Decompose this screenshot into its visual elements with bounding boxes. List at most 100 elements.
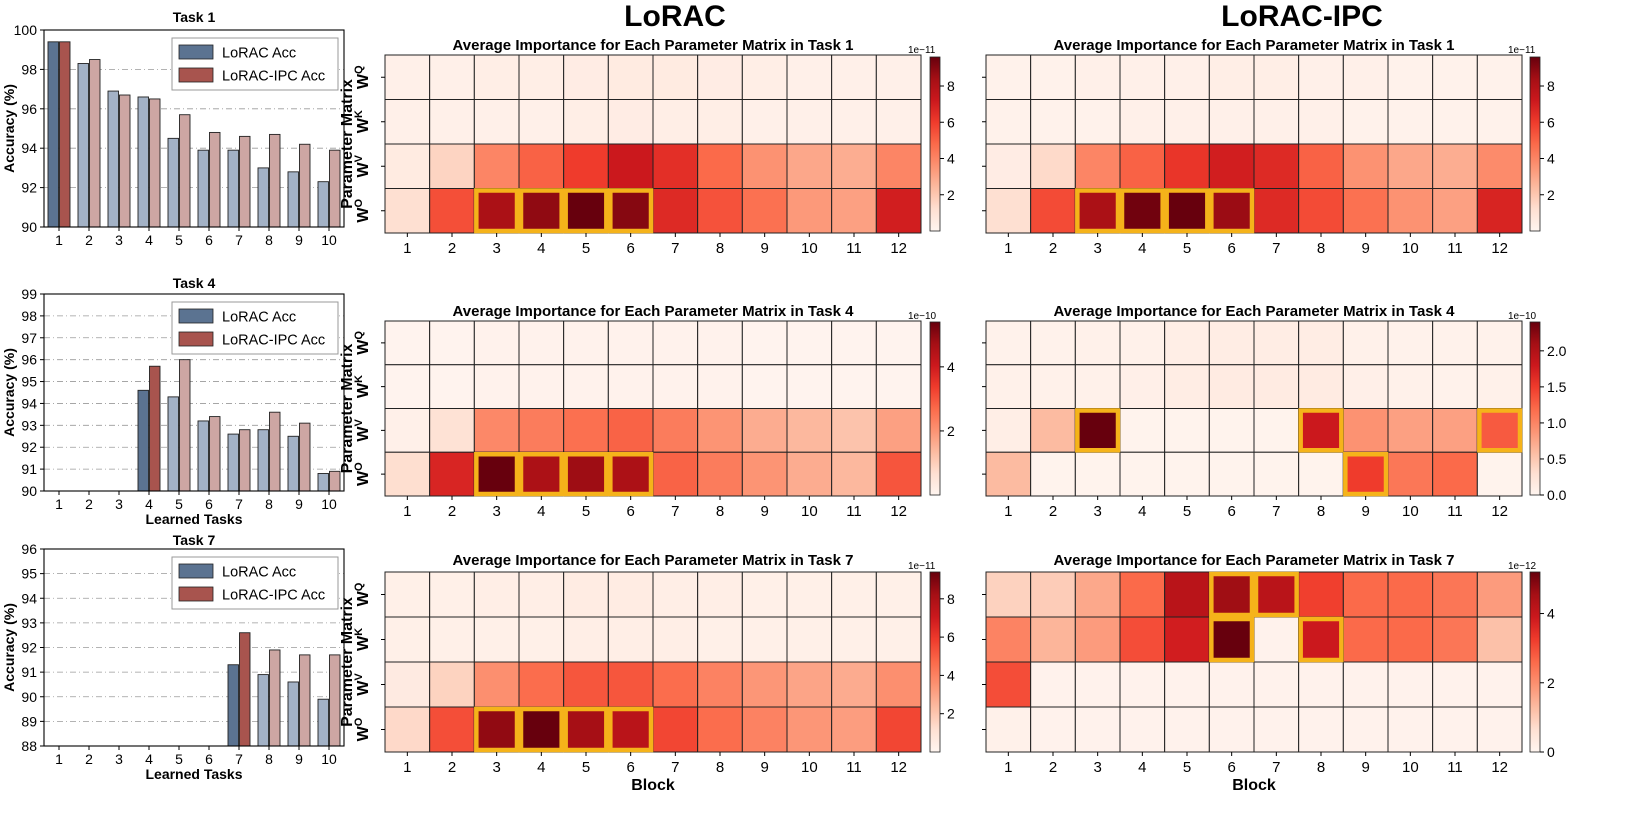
x-tick-label: 5 xyxy=(582,240,590,257)
colorbar xyxy=(929,571,941,753)
heatmap-cell xyxy=(1432,364,1478,409)
colorbar-tick-label: 6 xyxy=(947,629,955,645)
heatmap-cell xyxy=(1164,408,1210,453)
x-tick-label: 4 xyxy=(1138,759,1146,776)
bar-lorac-ipc-task-8 xyxy=(269,411,281,492)
heatmap-cell xyxy=(652,616,699,663)
x-tick-label: 8 xyxy=(1317,759,1325,776)
x-tick-label: 1 xyxy=(1004,503,1012,520)
y-tick-label: 94 xyxy=(21,395,37,411)
heatmap-cell xyxy=(1476,616,1523,663)
legend-label-lorac-ipc: LoRAC-IPC Acc xyxy=(222,333,325,349)
heatmap-cell xyxy=(697,99,743,145)
x-tick-label: 6 xyxy=(1227,759,1235,776)
highlight-box xyxy=(518,188,564,234)
y-tick-label: 95 xyxy=(21,566,37,582)
heatmap-cell xyxy=(875,661,922,708)
heatmap-cell xyxy=(1253,706,1300,753)
heatmap-cell xyxy=(1387,571,1434,618)
y-tick-label: 93 xyxy=(21,615,37,631)
heatmap-cell xyxy=(1030,188,1076,234)
colorbar-scale-label: 1e−11 xyxy=(1508,45,1536,56)
x-tick-label: 9 xyxy=(295,751,303,767)
heatmap-cell xyxy=(697,661,743,708)
y-tick-label: 96 xyxy=(21,101,37,117)
colorbar xyxy=(929,56,941,232)
x-tick-label: 4 xyxy=(537,240,545,257)
heatmap-cell xyxy=(652,571,699,618)
x-tick-label: 10 xyxy=(321,232,337,248)
heatmap-cell xyxy=(429,661,475,708)
heatmap-cell xyxy=(1387,320,1434,366)
legend-swatch-lorac xyxy=(178,308,214,324)
heatmap-cell xyxy=(741,571,788,618)
heatmap-cell xyxy=(985,99,1032,145)
heatmap-cell xyxy=(1432,706,1478,753)
bar-lorac-ipc-task-6 xyxy=(209,416,221,492)
heatmap-cell xyxy=(1208,99,1255,145)
heatmap-cell xyxy=(1074,706,1121,753)
x-tick-label: 9 xyxy=(760,503,768,520)
heatmap-cell xyxy=(518,408,565,453)
bar-lorac-ipc-task-8 xyxy=(269,133,281,228)
x-tick-label: 1 xyxy=(403,503,411,520)
bar-lorac-ipc-task-6 xyxy=(209,131,221,228)
bar-lorac-ipc-task-8 xyxy=(269,649,281,747)
heatmap-cell xyxy=(429,54,475,100)
row-label-wq: WQ xyxy=(353,582,372,606)
x-tick-label: 5 xyxy=(582,759,590,776)
heatmap-cell xyxy=(786,188,833,234)
column-title-lorac-ipc: LoRAC-IPC xyxy=(1221,0,1383,33)
plot-frame xyxy=(43,29,345,228)
heatmap-cell xyxy=(1164,616,1210,663)
colorbar-tick-label: 2 xyxy=(947,706,955,722)
y-tick-label: 94 xyxy=(21,590,37,606)
bar-lorac-ipc-task-7 xyxy=(239,429,251,492)
row-label-wk: WK xyxy=(353,375,372,398)
row-label-wq: WQ xyxy=(353,65,372,89)
heatmap-cell xyxy=(985,364,1032,409)
x-axis-title-lorac-ipc: Block xyxy=(1232,777,1276,794)
heatmap-cell xyxy=(429,571,475,618)
heatmap-cell xyxy=(697,616,743,663)
bar-lorac-task-3 xyxy=(107,90,119,228)
x-tick-label: 11 xyxy=(846,240,862,257)
x-tick-label: 12 xyxy=(1491,503,1508,520)
y-tick-label: 91 xyxy=(21,461,37,477)
x-tick-label: 8 xyxy=(1317,503,1325,520)
heatmap-cell xyxy=(473,188,520,234)
heatmap-cell xyxy=(1342,616,1389,663)
heatmap-cell xyxy=(652,706,699,753)
bar-lorac-task-7 xyxy=(227,149,239,228)
heatmap-cell xyxy=(786,320,833,366)
heatmap-cell xyxy=(1208,706,1255,753)
heatmap-cell xyxy=(473,54,520,100)
heatmap-cell xyxy=(652,320,699,366)
row-label-wv: WV xyxy=(353,673,372,696)
highlight-box xyxy=(1298,408,1344,453)
heatmap-cell xyxy=(741,188,788,234)
row-label-wo: WO xyxy=(353,198,372,222)
heatmap-cell xyxy=(1432,99,1478,145)
x-tick-label: 2 xyxy=(85,496,93,512)
heatmap-cell xyxy=(985,451,1032,497)
heatmap-cell xyxy=(985,320,1032,366)
heatmap-cell xyxy=(518,188,565,234)
x-tick-label: 10 xyxy=(801,240,818,257)
y-tick-label: 92 xyxy=(21,180,37,196)
x-tick-label: 1 xyxy=(403,759,411,776)
x-tick-label: 1 xyxy=(1004,759,1012,776)
colorbar-scale-label: 1e−10 xyxy=(908,311,937,322)
heatmap-cell xyxy=(1074,99,1121,145)
x-tick-label: 5 xyxy=(1183,503,1191,520)
heatmap-title: Average Importance for Each Parameter Ma… xyxy=(1054,552,1455,569)
heatmap-cell xyxy=(1253,364,1300,409)
heatmap-cell xyxy=(652,54,699,100)
heatmap-cell xyxy=(563,661,609,708)
heatmap-cell xyxy=(831,408,877,453)
heatmap-cell xyxy=(1030,706,1076,753)
heatmap-cell xyxy=(563,54,609,100)
heatmap-cell xyxy=(1119,408,1166,453)
